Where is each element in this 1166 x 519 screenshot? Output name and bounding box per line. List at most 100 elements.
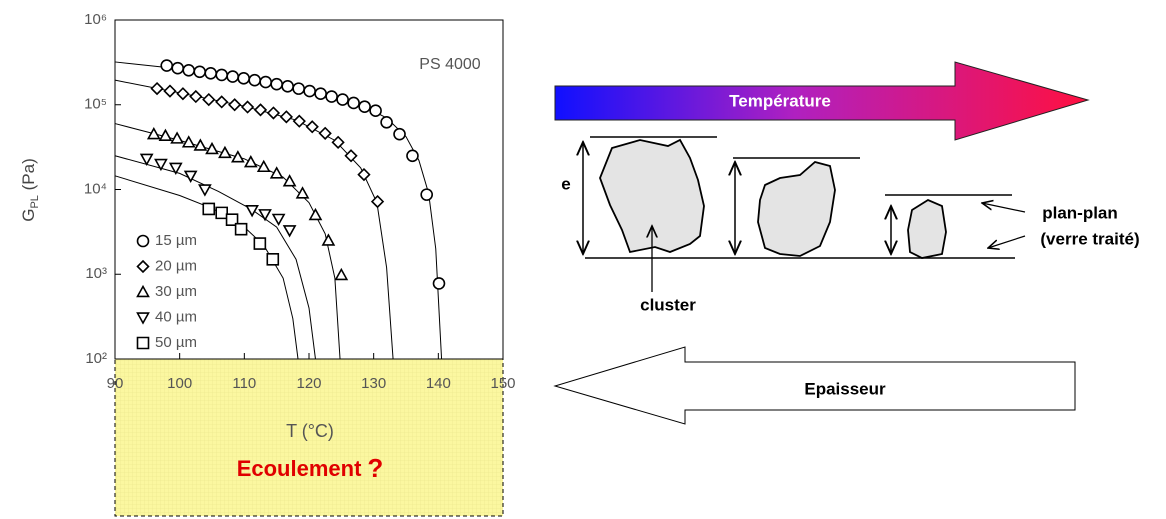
y-tick-label: 10⁶	[84, 11, 107, 28]
marker	[215, 95, 229, 109]
marker	[279, 110, 293, 124]
marker	[357, 167, 371, 182]
y-title-sub: PL	[29, 195, 41, 208]
marker	[344, 149, 358, 163]
marker	[234, 222, 248, 236]
flow-note-mark: ?	[367, 453, 383, 483]
marker	[158, 128, 173, 142]
marker	[163, 84, 177, 98]
marker	[292, 114, 306, 128]
marker	[358, 100, 371, 113]
marker	[170, 131, 184, 144]
marker	[160, 59, 174, 72]
marker	[183, 170, 198, 183]
marker	[282, 225, 297, 238]
marker	[336, 93, 349, 106]
marker	[282, 174, 297, 187]
marker	[370, 194, 385, 209]
marker	[266, 253, 280, 266]
marker	[154, 158, 168, 172]
thickness-arrow	[553, 346, 1076, 425]
marker	[237, 72, 250, 85]
marker	[331, 135, 345, 149]
marker	[281, 80, 294, 93]
plate-label: (verre traité)	[1040, 229, 1139, 248]
temperature-arrow	[554, 61, 1090, 141]
x-tick-label: 140	[426, 375, 451, 392]
marker	[240, 100, 255, 114]
flow-note-text: Ecoulement	[237, 456, 362, 481]
marker	[231, 150, 245, 163]
marker	[226, 70, 239, 83]
flow-note: Ecoulement?	[237, 453, 384, 483]
marker	[181, 135, 196, 148]
marker	[228, 98, 242, 112]
marker	[193, 138, 208, 151]
plate-label: plan-plan	[1042, 203, 1118, 222]
cluster-shape	[907, 198, 947, 259]
thickness-symbol: e	[561, 174, 570, 193]
plate-pointer	[988, 235, 1026, 248]
marker	[369, 104, 382, 118]
marker	[218, 145, 232, 159]
marker	[248, 73, 261, 87]
y-tick-label: 10²	[85, 350, 107, 367]
cluster-label: cluster	[640, 295, 696, 314]
marker	[270, 77, 283, 91]
marker	[176, 87, 190, 101]
marker	[314, 87, 327, 101]
y-tick-label: 10³	[85, 265, 107, 282]
legend-label: 30 µm	[155, 283, 197, 300]
x-tick-label: 150	[490, 375, 515, 392]
marker	[193, 65, 207, 79]
x-tick-label: 120	[296, 375, 321, 392]
marker	[243, 155, 258, 168]
marker	[259, 75, 272, 89]
x-tick-label: 90	[107, 375, 124, 392]
plate-pointer	[982, 203, 1026, 213]
marker	[256, 159, 271, 173]
marker	[245, 204, 259, 218]
marker	[205, 141, 219, 155]
annotation: PS 4000	[419, 56, 480, 73]
y-tick-label: 10⁵	[84, 96, 107, 113]
marker	[204, 67, 218, 80]
marker	[136, 336, 150, 350]
marker	[292, 82, 305, 95]
marker	[146, 126, 161, 140]
cluster-shape	[599, 138, 705, 254]
marker	[266, 106, 281, 120]
marker	[136, 259, 150, 274]
marker	[198, 184, 212, 197]
marker	[139, 153, 154, 166]
x-axis-title: T (°C)	[286, 421, 334, 441]
thickness-label: Epaisseur	[804, 379, 886, 398]
flow-box	[114, 358, 504, 517]
y-title-unit: (Pa)	[19, 158, 38, 195]
temperature-label: Température	[729, 91, 831, 110]
marker	[406, 149, 419, 163]
marker	[321, 233, 336, 246]
legend-label: 20 µm	[155, 257, 197, 274]
marker	[202, 202, 216, 216]
marker	[136, 312, 150, 325]
marker	[271, 213, 286, 227]
x-tick-label: 110	[232, 375, 256, 392]
marker	[325, 90, 338, 103]
y-axis-title: GPL (Pa)	[19, 158, 40, 222]
marker	[318, 126, 332, 140]
marker	[295, 186, 310, 199]
y-title-main: G	[19, 209, 38, 222]
plates	[583, 136, 1015, 259]
legend-label: 50 µm	[155, 334, 197, 351]
marker	[202, 92, 216, 107]
y-tick-label: 10⁴	[84, 180, 107, 197]
marker	[189, 89, 203, 104]
marker	[182, 63, 196, 77]
marker	[308, 207, 323, 221]
marker	[215, 206, 228, 220]
marker	[136, 234, 150, 248]
marker	[347, 96, 360, 110]
